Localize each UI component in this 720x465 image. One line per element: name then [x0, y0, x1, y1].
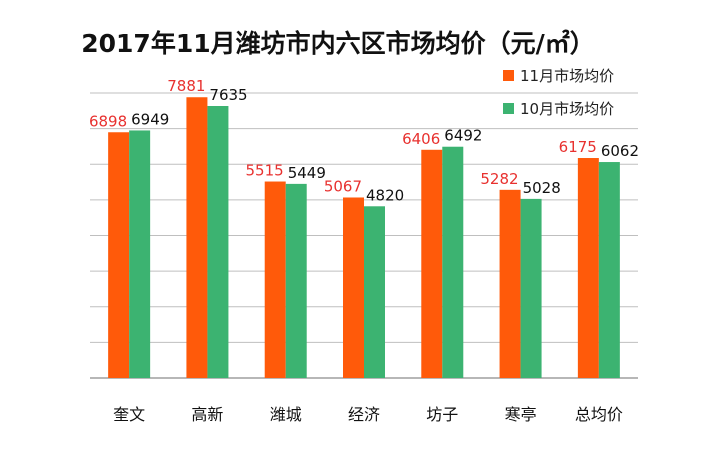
legend-label-series-1: 11月市场均价	[520, 67, 614, 85]
bar-series-2	[364, 206, 385, 378]
legend-label-series-2: 10月市场均价	[520, 100, 614, 118]
data-label-series-1: 7881	[167, 77, 205, 95]
chart-title: 2017年11月潍坊市内六区市场均价（元/㎡）	[81, 29, 595, 58]
data-label-series-2: 4820	[366, 186, 404, 204]
legend-swatch-series-1	[503, 70, 514, 81]
category-label: 坊子	[426, 405, 458, 424]
bar-series-1	[577, 158, 599, 378]
category-label: 奎文	[113, 405, 145, 424]
bar-series-1	[499, 189, 521, 378]
data-label-series-1: 6406	[402, 130, 440, 148]
bar-series-1	[421, 149, 443, 378]
data-label-series-1: 5515	[246, 162, 284, 180]
category-label: 高新	[191, 405, 223, 424]
data-label-series-2: 7635	[209, 86, 247, 104]
bars	[108, 97, 620, 379]
data-label-series-1: 6898	[89, 112, 127, 130]
bar-series-2	[598, 162, 620, 378]
legend: 11月市场均价 10月市场均价	[503, 67, 614, 118]
bar-series-2	[520, 198, 542, 378]
bar-series-1	[186, 97, 208, 378]
data-label-series-1: 6175	[559, 138, 597, 156]
bar-series-1	[264, 181, 286, 378]
legend-swatch-series-2	[503, 103, 514, 114]
data-label-series-2: 6062	[601, 142, 639, 160]
data-label-series-1: 5067	[324, 177, 362, 195]
bar-series-2	[442, 146, 464, 378]
bar-series-1	[108, 132, 130, 378]
category-label: 总均价	[575, 405, 623, 424]
data-label-series-2: 6949	[131, 110, 169, 128]
data-label-series-2: 5449	[288, 164, 326, 182]
bar-series-2	[207, 106, 229, 379]
category-labels: 奎文 高新 潍城 经济 坊子 寒亭 总均价	[113, 405, 623, 424]
category-label: 潍城	[270, 405, 302, 424]
bar-series-2	[129, 130, 151, 378]
category-label: 寒亭	[505, 405, 537, 424]
data-label-series-2: 5028	[523, 179, 561, 197]
data-label-series-2: 6492	[444, 127, 482, 145]
category-label: 经济	[348, 405, 380, 424]
data-label-series-1: 5282	[480, 170, 518, 188]
bar-series-2	[285, 183, 307, 378]
bar-series-1	[343, 197, 364, 378]
